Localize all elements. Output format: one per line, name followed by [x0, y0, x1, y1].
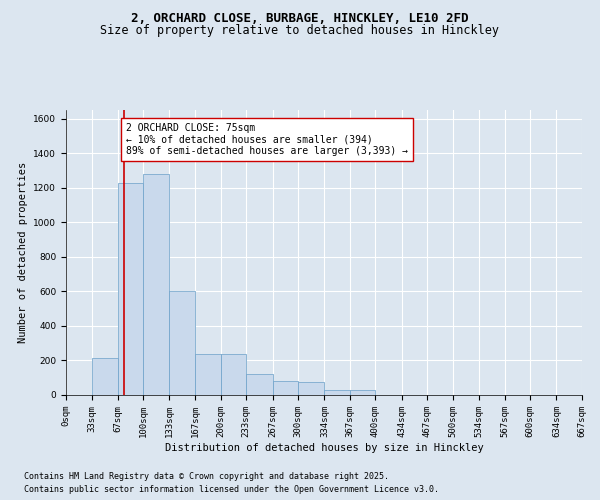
Bar — [169, 292, 195, 395]
Bar — [92, 358, 118, 395]
Y-axis label: Number of detached properties: Number of detached properties — [18, 162, 28, 343]
Bar — [195, 354, 221, 395]
Text: Contains public sector information licensed under the Open Government Licence v3: Contains public sector information licen… — [24, 484, 439, 494]
Text: Size of property relative to detached houses in Hinckley: Size of property relative to detached ho… — [101, 24, 499, 37]
Bar — [272, 381, 298, 395]
Bar — [298, 382, 325, 395]
Bar — [118, 182, 143, 395]
Bar — [143, 174, 169, 395]
Bar — [246, 374, 272, 395]
Bar — [325, 390, 350, 395]
Bar — [221, 354, 246, 395]
Text: 2 ORCHARD CLOSE: 75sqm
← 10% of detached houses are smaller (394)
89% of semi-de: 2 ORCHARD CLOSE: 75sqm ← 10% of detached… — [127, 123, 409, 156]
X-axis label: Distribution of detached houses by size in Hinckley: Distribution of detached houses by size … — [164, 442, 484, 452]
Bar — [350, 390, 376, 395]
Text: 2, ORCHARD CLOSE, BURBAGE, HINCKLEY, LE10 2FD: 2, ORCHARD CLOSE, BURBAGE, HINCKLEY, LE1… — [131, 12, 469, 26]
Text: Contains HM Land Registry data © Crown copyright and database right 2025.: Contains HM Land Registry data © Crown c… — [24, 472, 389, 481]
